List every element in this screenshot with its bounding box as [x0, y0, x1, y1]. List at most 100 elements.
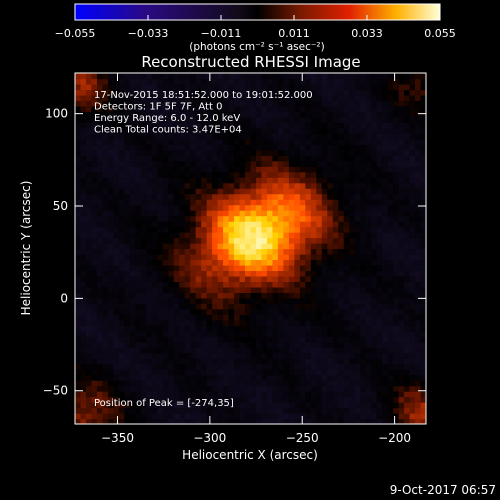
heatmap-cell: [234, 407, 241, 414]
heatmap-cell: [239, 232, 246, 239]
heatmap-cell: [266, 275, 274, 283]
heatmap-cell: [107, 358, 114, 365]
heatmap-cell: [223, 248, 230, 255]
heatmap-cell: [146, 363, 153, 370]
heatmap-cell: [201, 391, 208, 398]
heatmap-cell: [113, 105, 120, 112]
heatmap-cell: [266, 363, 274, 370]
heatmap-cell: [228, 374, 235, 381]
heatmap-cell: [349, 303, 356, 310]
heatmap-cell: [190, 303, 197, 310]
heatmap-cell: [195, 253, 202, 261]
heatmap-cell: [157, 374, 164, 381]
heatmap-cell: [283, 83, 290, 91]
heatmap-cell: [409, 341, 416, 348]
heatmap-cell: [393, 89, 400, 96]
heatmap-cell: [321, 325, 328, 332]
heatmap-cell: [107, 347, 114, 354]
heatmap-cell: [135, 407, 142, 414]
heatmap-cell: [135, 188, 142, 195]
heatmap-cell: [228, 325, 235, 332]
heatmap-cell: [195, 243, 202, 250]
heatmap-cell: [80, 380, 87, 387]
heatmap-cell: [135, 193, 142, 200]
heatmap-cell: [415, 155, 422, 162]
heatmap-cell: [245, 407, 252, 414]
heatmap-cell: [179, 232, 186, 239]
heatmap-cell: [245, 303, 252, 310]
heatmap-cell: [206, 215, 213, 222]
heatmap-cell: [310, 177, 317, 184]
heatmap-cell: [135, 391, 142, 398]
heatmap-cell: [223, 325, 230, 332]
heatmap-cell: [420, 221, 426, 228]
heatmap-cell: [288, 221, 295, 228]
heatmap-cell: [376, 286, 383, 293]
heatmap-cell: [157, 199, 164, 206]
heatmap-cell: [168, 221, 175, 228]
heatmap-cell: [415, 127, 422, 134]
heatmap-cell: [146, 341, 153, 348]
heatmap-cell: [382, 319, 389, 326]
heatmap-cell: [338, 171, 345, 178]
heatmap-cell: [124, 286, 131, 293]
heatmap-cell: [234, 100, 241, 107]
heatmap-cell: [321, 204, 328, 211]
heatmap-cell: [294, 363, 301, 370]
heatmap-cell: [250, 418, 257, 424]
heatmap-cell: [129, 78, 136, 85]
heatmap-cell: [255, 182, 263, 189]
heatmap-cell: [228, 253, 235, 261]
heatmap-cell: [234, 204, 241, 211]
heatmap-cell: [239, 396, 246, 403]
heatmap-cell: [365, 336, 372, 343]
heatmap-cell: [162, 177, 169, 184]
heatmap-cell: [212, 94, 219, 102]
heatmap-cell: [305, 270, 312, 277]
heatmap-cell: [168, 232, 175, 239]
heatmap-cell: [102, 374, 109, 381]
heatmap-cell: [217, 341, 224, 348]
heatmap-cell: [212, 407, 219, 414]
heatmap-cell: [206, 264, 213, 272]
heatmap-cell: [179, 111, 186, 118]
heatmap-cell: [190, 391, 197, 398]
heatmap-cell: [382, 83, 389, 91]
heatmap-cell: [85, 358, 93, 365]
heatmap-cell: [129, 127, 136, 134]
heatmap-cell: [239, 111, 246, 118]
heatmap-cell: [173, 237, 180, 244]
heatmap-cell: [415, 396, 422, 403]
info-overlay: 17-Nov-2015 18:51:52.000 to 19:01:52.000…: [94, 90, 313, 136]
heatmap-cell: [404, 111, 411, 118]
heatmap-cell: [228, 407, 235, 414]
heatmap-cell: [349, 286, 356, 293]
heatmap-cell: [118, 199, 125, 206]
heatmap-cell: [173, 149, 180, 156]
heatmap-cell: [129, 188, 136, 195]
heatmap-cell: [288, 325, 295, 332]
heatmap-cell: [415, 133, 422, 140]
heatmap-cell: [190, 182, 197, 189]
heatmap-cell: [75, 221, 82, 228]
heatmap-cell: [332, 418, 339, 424]
heatmap-cell: [96, 297, 104, 304]
heatmap-cell: [349, 89, 356, 96]
heatmap-cell: [129, 259, 136, 266]
heatmap-cell: [415, 385, 422, 392]
heatmap-cell: [157, 319, 164, 326]
heatmap-cell: [168, 275, 175, 283]
heatmap-cell: [157, 303, 164, 310]
heatmap-cell: [113, 94, 120, 102]
heatmap-cell: [239, 363, 246, 370]
heatmap-cell: [360, 78, 367, 85]
heatmap-cell: [85, 105, 93, 112]
heatmap-cell: [228, 358, 235, 365]
heatmap-cell: [146, 297, 153, 304]
heatmap-cell: [201, 341, 208, 348]
heatmap-cell: [201, 253, 208, 261]
heatmap-cell: [393, 402, 400, 409]
heatmap-cell: [245, 358, 252, 365]
heatmap-cell: [409, 292, 416, 299]
heatmap-cell: [261, 188, 268, 195]
